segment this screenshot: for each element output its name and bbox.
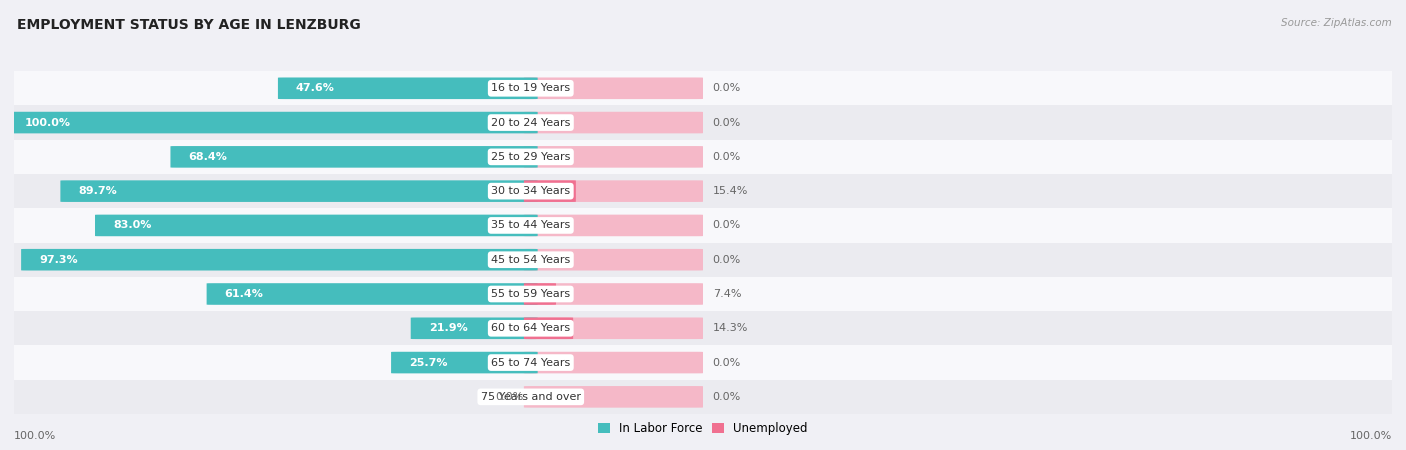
FancyBboxPatch shape [14, 311, 1392, 346]
Text: 89.7%: 89.7% [79, 186, 117, 196]
Text: 0.0%: 0.0% [713, 392, 741, 402]
FancyBboxPatch shape [524, 77, 703, 99]
Text: 14.3%: 14.3% [713, 323, 748, 333]
Text: 60 to 64 Years: 60 to 64 Years [491, 323, 571, 333]
Text: 30 to 34 Years: 30 to 34 Years [491, 186, 571, 196]
Text: 35 to 44 Years: 35 to 44 Years [491, 220, 571, 230]
Text: 0.0%: 0.0% [713, 220, 741, 230]
FancyBboxPatch shape [524, 386, 703, 408]
FancyBboxPatch shape [21, 249, 537, 270]
FancyBboxPatch shape [14, 71, 1392, 105]
Legend: In Labor Force, Unemployed: In Labor Force, Unemployed [593, 417, 813, 440]
Text: 25 to 29 Years: 25 to 29 Years [491, 152, 571, 162]
FancyBboxPatch shape [60, 180, 537, 202]
FancyBboxPatch shape [278, 77, 537, 99]
FancyBboxPatch shape [524, 215, 703, 236]
Text: 97.3%: 97.3% [39, 255, 77, 265]
Text: 45 to 54 Years: 45 to 54 Years [491, 255, 571, 265]
FancyBboxPatch shape [207, 283, 537, 305]
FancyBboxPatch shape [524, 180, 703, 202]
FancyBboxPatch shape [14, 174, 1392, 208]
Text: 55 to 59 Years: 55 to 59 Years [491, 289, 571, 299]
Text: 0.0%: 0.0% [713, 83, 741, 93]
FancyBboxPatch shape [524, 283, 703, 305]
FancyBboxPatch shape [391, 352, 537, 374]
FancyBboxPatch shape [524, 249, 703, 270]
Text: 0.0%: 0.0% [496, 392, 524, 402]
Text: 21.9%: 21.9% [429, 323, 467, 333]
Text: Source: ZipAtlas.com: Source: ZipAtlas.com [1281, 18, 1392, 28]
FancyBboxPatch shape [14, 277, 1392, 311]
Text: 25.7%: 25.7% [409, 358, 447, 368]
FancyBboxPatch shape [524, 283, 555, 305]
FancyBboxPatch shape [411, 318, 537, 339]
FancyBboxPatch shape [14, 243, 1392, 277]
FancyBboxPatch shape [14, 346, 1392, 380]
FancyBboxPatch shape [524, 352, 703, 374]
FancyBboxPatch shape [7, 112, 537, 133]
Text: 75 Years and over: 75 Years and over [481, 392, 581, 402]
Text: 20 to 24 Years: 20 to 24 Years [491, 117, 571, 127]
Text: 61.4%: 61.4% [225, 289, 263, 299]
Text: 83.0%: 83.0% [112, 220, 152, 230]
Text: 100.0%: 100.0% [1350, 431, 1392, 441]
Text: 7.4%: 7.4% [713, 289, 741, 299]
Text: 0.0%: 0.0% [713, 358, 741, 368]
FancyBboxPatch shape [524, 146, 703, 168]
Text: 16 to 19 Years: 16 to 19 Years [491, 83, 571, 93]
FancyBboxPatch shape [524, 318, 574, 339]
Text: 65 to 74 Years: 65 to 74 Years [491, 358, 571, 368]
Text: 100.0%: 100.0% [14, 431, 56, 441]
Text: 68.4%: 68.4% [188, 152, 228, 162]
Text: 15.4%: 15.4% [713, 186, 748, 196]
FancyBboxPatch shape [14, 140, 1392, 174]
FancyBboxPatch shape [14, 380, 1392, 414]
FancyBboxPatch shape [524, 112, 703, 133]
FancyBboxPatch shape [524, 318, 703, 339]
Text: 0.0%: 0.0% [713, 255, 741, 265]
Text: 47.6%: 47.6% [295, 83, 335, 93]
FancyBboxPatch shape [96, 215, 537, 236]
FancyBboxPatch shape [170, 146, 537, 168]
FancyBboxPatch shape [524, 180, 576, 202]
Text: EMPLOYMENT STATUS BY AGE IN LENZBURG: EMPLOYMENT STATUS BY AGE IN LENZBURG [17, 18, 360, 32]
Text: 100.0%: 100.0% [25, 117, 72, 127]
Text: 0.0%: 0.0% [713, 117, 741, 127]
Text: 0.0%: 0.0% [713, 152, 741, 162]
FancyBboxPatch shape [14, 105, 1392, 140]
FancyBboxPatch shape [14, 208, 1392, 243]
